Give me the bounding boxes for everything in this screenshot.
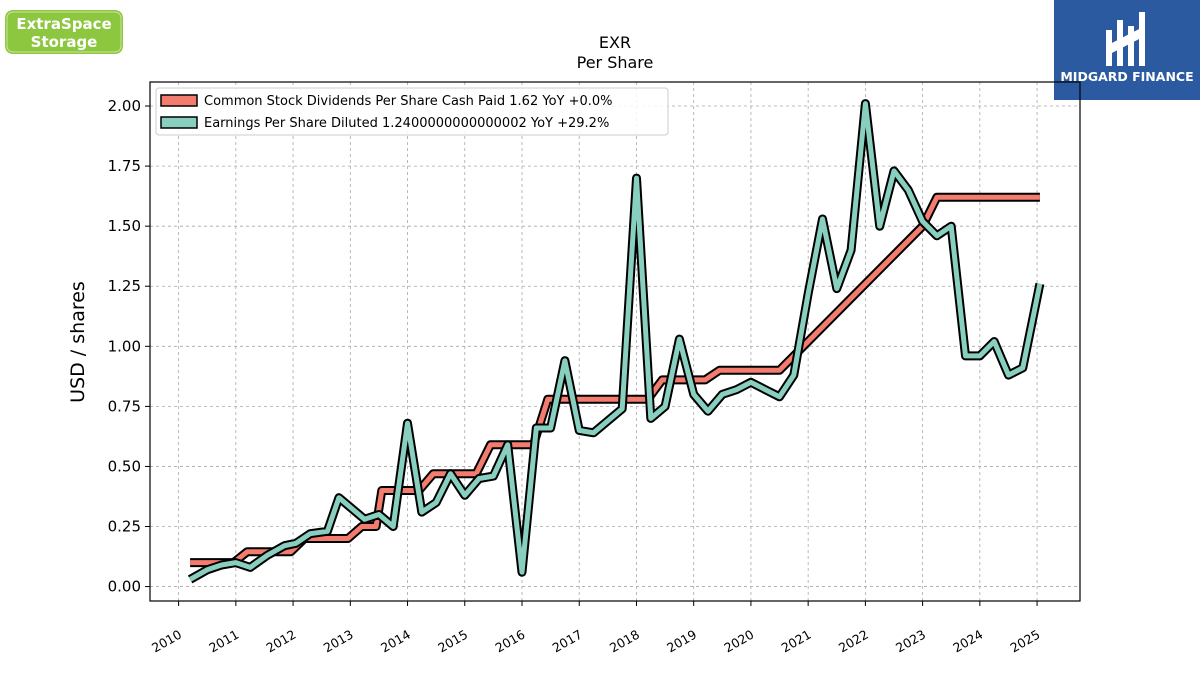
- x-tick-label: 2010: [149, 627, 184, 656]
- x-tick-label: 2024: [950, 627, 985, 656]
- y-tick-label: 1.00: [108, 337, 141, 355]
- x-tick-label: 2013: [321, 627, 356, 656]
- y-axis: 0.00 0.25 0.50 0.75 1.00 1.25 1.50 1.75 2.00: [108, 97, 150, 596]
- midgard-emblem-icon: [1106, 12, 1145, 66]
- series-line-eps: [188, 101, 1043, 582]
- x-tick-label: 2014: [378, 627, 413, 656]
- y-axis-label: USD / shares: [67, 281, 89, 403]
- y-tick-label: 1.25: [108, 277, 141, 295]
- logo-line-2: Storage: [31, 33, 98, 51]
- y-tick-label: 0.75: [108, 397, 141, 415]
- extra-space-storage-logo: ExtraSpace Storage: [3, 8, 125, 56]
- y-tick-label: 0.25: [108, 518, 141, 536]
- x-tick-label: 2019: [664, 627, 699, 656]
- legend-swatch-dividends: [160, 94, 198, 107]
- x-tick-label: 2020: [721, 627, 756, 656]
- y-tick-label: 1.75: [108, 157, 141, 175]
- grid: [150, 82, 1080, 601]
- chart-title: EXR: [599, 33, 631, 52]
- series-lines: [187, 99, 1045, 584]
- x-axis: 2010 2011 2012 2013 2014 2015 2016 2017 2018 2019…: [149, 601, 1043, 656]
- series-outline-dividends: [190, 192, 1040, 568]
- midgard-finance-text: MIDGARD FINANCE: [1060, 69, 1193, 84]
- logo-line-1: ExtraSpace: [16, 15, 111, 33]
- x-tick-label: 2018: [607, 627, 642, 656]
- x-tick-label: 2025: [1008, 627, 1043, 656]
- x-tick-label: 2016: [492, 627, 527, 656]
- y-tick-label: 0.50: [108, 457, 141, 475]
- chart-subtitle: Per Share: [577, 53, 654, 72]
- y-tick-label: 0.00: [108, 578, 141, 596]
- x-tick-label: 2021: [779, 627, 814, 656]
- x-tick-label: 2022: [836, 627, 871, 656]
- plot-frame: [149, 81, 1081, 602]
- legend-label-eps: Earnings Per Share Diluted 1.24000000000…: [204, 116, 609, 131]
- legend-box: [155, 87, 669, 136]
- x-tick-label: 2011: [206, 627, 241, 656]
- legend: Common Stock Dividends Per Share Cash Pa…: [155, 87, 669, 136]
- y-tick-label: 2.00: [108, 97, 141, 115]
- legend-swatch-eps: [160, 116, 198, 129]
- x-tick-label: 2012: [264, 627, 299, 656]
- x-tick-label: 2017: [550, 627, 585, 656]
- series-line-dividends: [190, 194, 1040, 566]
- y-tick-label: 1.50: [108, 217, 141, 235]
- legend-label-dividends: Common Stock Dividends Per Share Cash Pa…: [204, 94, 613, 109]
- x-tick-label: 2023: [893, 627, 928, 656]
- midgard-finance-logo: MIDGARD FINANCE: [1054, 0, 1200, 100]
- series-outline-eps: [187, 99, 1045, 584]
- x-tick-label: 2015: [435, 627, 470, 656]
